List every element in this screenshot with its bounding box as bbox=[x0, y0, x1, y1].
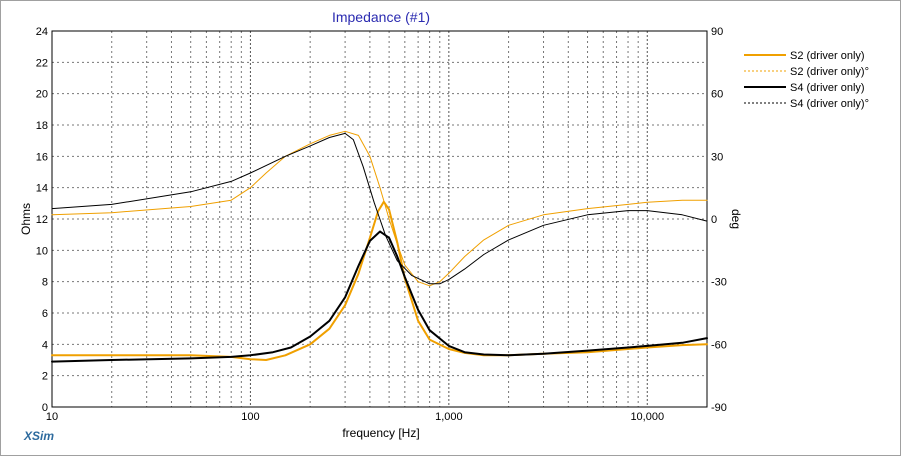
y-axis-title: Ohms bbox=[19, 203, 33, 235]
y2-tick-label: -60 bbox=[711, 339, 727, 351]
legend-label: S4 (driver only) bbox=[790, 82, 865, 94]
y-tick-label: 16 bbox=[36, 151, 48, 163]
chart-title: Impedance (#1) bbox=[332, 9, 430, 25]
y2-axis-title: deg bbox=[729, 209, 743, 229]
series-line-3 bbox=[51, 230, 708, 363]
y-tick-label: 10 bbox=[36, 245, 48, 257]
series-line-1 bbox=[51, 200, 708, 361]
y2-tick-label: 0 bbox=[711, 214, 717, 226]
legend-label: S4 (driver only)° bbox=[790, 98, 869, 110]
y-tick-label: 8 bbox=[42, 277, 48, 289]
series-line-4 bbox=[51, 132, 708, 285]
grid bbox=[52, 31, 707, 407]
y2-tick-label: -30 bbox=[711, 277, 727, 289]
y2-tick-label: 60 bbox=[711, 89, 723, 101]
x-tick-label: 10 bbox=[46, 411, 58, 423]
series-line-2 bbox=[51, 130, 708, 287]
series-layer bbox=[51, 130, 708, 363]
xsim-logo: XSim bbox=[23, 429, 54, 443]
y-tick-label: 18 bbox=[36, 120, 48, 132]
y-tick-label: 20 bbox=[36, 89, 48, 101]
x-tick-label: 100 bbox=[241, 411, 259, 423]
y2-tick-label: -90 bbox=[711, 402, 727, 414]
legend: S2 (driver only) S2 (driver only)° S4 (dri… bbox=[744, 50, 869, 110]
legend-label: S2 (driver only)° bbox=[790, 66, 869, 78]
x-tick-label: 10,000 bbox=[630, 411, 664, 423]
y-tick-label: 22 bbox=[36, 57, 48, 69]
y-tick-label: 14 bbox=[36, 183, 48, 195]
y-tick-label: 6 bbox=[42, 308, 48, 320]
legend-label: S2 (driver only) bbox=[790, 50, 865, 62]
x-axis-title: frequency [Hz] bbox=[342, 426, 419, 440]
plot-area bbox=[51, 30, 708, 408]
y-tick-label: 24 bbox=[36, 26, 48, 38]
x-tick-label: 1,000 bbox=[435, 411, 463, 423]
y2-tick-label: 30 bbox=[711, 151, 723, 163]
y-tick-label: 4 bbox=[42, 339, 48, 351]
y-tick-label: 12 bbox=[36, 214, 48, 226]
y-tick-label: 0 bbox=[42, 402, 48, 414]
y2-tick-label: 90 bbox=[711, 26, 723, 38]
y-tick-label: 2 bbox=[42, 371, 48, 383]
